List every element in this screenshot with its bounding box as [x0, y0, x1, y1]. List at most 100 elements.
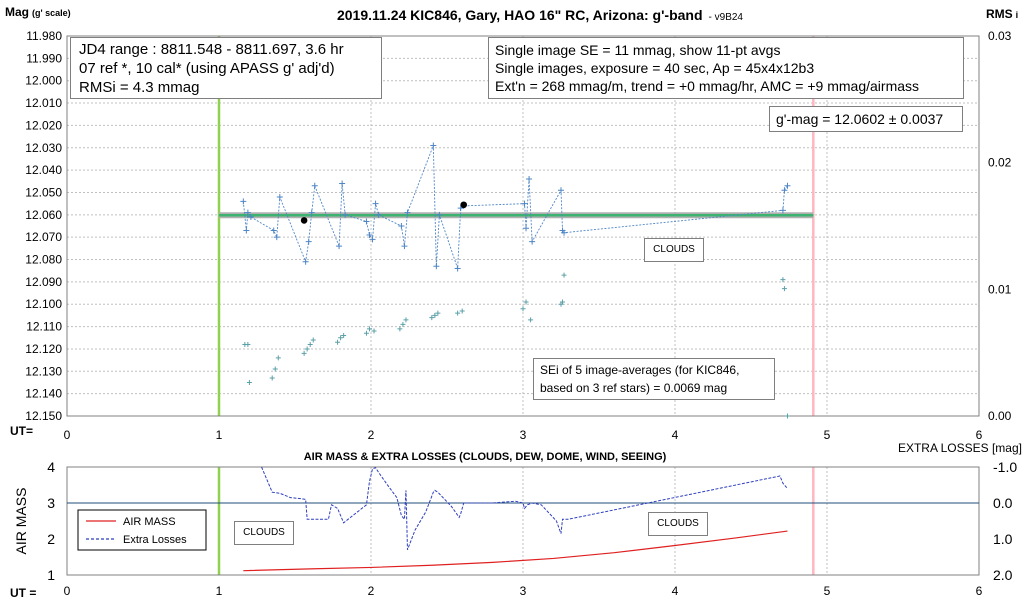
- series-0-point: [404, 209, 411, 216]
- x-axis-label: UT=: [10, 424, 33, 438]
- data-series: [240, 142, 791, 419]
- bottom-x-tick-label: 4: [672, 584, 679, 598]
- series-1-point: [245, 341, 251, 347]
- series-1-point: [432, 312, 438, 318]
- y2-tick-label: 0.02: [988, 156, 1012, 170]
- y-tick-label: 12.060: [25, 208, 62, 222]
- series-1-point: [403, 317, 409, 323]
- bottom-x-tick-label: 3: [520, 584, 527, 598]
- series-0-point: [273, 234, 280, 241]
- series-0-point: [457, 205, 464, 212]
- clouds-label-bottom-left-text: CLOUDS: [243, 527, 285, 538]
- jd-range-text: JD4 range : 8811.548 - 8811.697, 3.6 hr: [79, 41, 344, 58]
- series-1-point: [307, 341, 313, 347]
- bottom-y2-tick-label: 0.0: [993, 495, 1013, 511]
- series-0-point: [398, 223, 405, 229]
- bottom-chart-title: AIR MASS & EXTRA LOSSES (CLOUDS, DEW, DO…: [304, 451, 667, 463]
- airmass-line: [243, 530, 788, 572]
- bottom-y2-axis-label: EXTRA LOSSES [mag]: [898, 441, 1022, 455]
- series-0-point: [561, 229, 568, 236]
- series-1-point: [429, 315, 435, 321]
- series-0-point: [436, 211, 443, 218]
- y-tick-label: 12.130: [25, 364, 62, 378]
- series-0-point: [430, 142, 437, 149]
- bottom-plot-area-frame: [66, 466, 980, 576]
- x-tick-label: 1: [216, 428, 223, 442]
- bottom-y-tick-label: 2: [47, 531, 55, 547]
- series-0-point: [270, 227, 277, 234]
- exposure-text: Single images, exposure = 40 sec, Ap = 4…: [495, 60, 815, 76]
- series-0-point: [308, 209, 315, 216]
- series-0-point: [305, 238, 312, 245]
- y-tick-label: 12.090: [25, 275, 62, 289]
- single-image-se-text: Single image SE = 11 mmag, show 11-pt av…: [495, 42, 781, 58]
- bottom-y2-tick-label: 1.0: [993, 531, 1013, 547]
- series-0-point: [784, 182, 791, 189]
- y-tick-label: 12.120: [25, 342, 62, 356]
- series-1-point: [363, 330, 369, 336]
- y-tick-label: 12.010: [25, 96, 62, 110]
- series-0-point: [243, 227, 250, 234]
- y-tick-label: 12.080: [25, 253, 62, 267]
- rmsi-text: RMSi = 4.3 mmag: [79, 79, 200, 96]
- bottom-y-tick-label: 4: [47, 459, 55, 475]
- y-tick-label: 12.030: [25, 141, 62, 155]
- clouds-label-top: CLOUDS: [644, 238, 704, 262]
- ref-stars-text: 07 ref *, 10 cal* (using APASS g' adj'd): [79, 60, 335, 77]
- series-0-point: [244, 209, 251, 216]
- extra-losses-line: [261, 466, 788, 550]
- bottom-x-tick-label: 0: [64, 584, 71, 598]
- series-0-point: [276, 193, 283, 200]
- x-tick-label: 5: [824, 428, 831, 442]
- series-0-point: [529, 238, 536, 245]
- series-0-point: [369, 236, 376, 243]
- x-tick-label: 3: [520, 428, 527, 442]
- series-1-point: [523, 299, 529, 305]
- info-box-left: JD4 range : 8811.548 - 8811.697, 3.6 hr …: [70, 37, 382, 99]
- legend-frame: [77, 509, 207, 551]
- y-tick-label: 12.020: [25, 118, 62, 132]
- y2-tick-label: 0.00: [988, 409, 1012, 423]
- chart-title: 2019.11.24 KIC846, Gary, HAO 16" RC, Ari…: [337, 7, 743, 23]
- series-0-point: [240, 198, 247, 205]
- y-tick-label: 12.000: [25, 74, 62, 88]
- series-1-point: [780, 277, 786, 283]
- series-0-point: [521, 200, 528, 207]
- series-1-point: [561, 272, 567, 278]
- bottom-y-axis-label: AIR MASS: [13, 488, 29, 555]
- series-0-point: [375, 211, 382, 218]
- airmass-chart: AIR MASS & EXTRA LOSSES (CLOUDS, DEW, DO…: [10, 441, 1022, 600]
- series-0-point: [339, 180, 346, 187]
- series-1-point: [784, 413, 790, 419]
- clouds-label-top-text: CLOUDS: [653, 244, 695, 255]
- x-tick-label: 6: [976, 428, 983, 442]
- x-tick-label: 2: [368, 428, 375, 442]
- series-0-point: [401, 243, 408, 250]
- y2-tick-labels: 0.03 0.02 0.01 0.00: [988, 29, 1012, 423]
- series-1-point: [310, 337, 316, 343]
- bottom-y2-tick-label: -1.0: [993, 459, 1017, 475]
- series-1-point: [335, 339, 341, 345]
- bottom-x-tick-label: 6: [976, 584, 983, 598]
- series-1-point: [275, 355, 281, 361]
- series-1-point: [520, 306, 526, 312]
- x-tick-label: 0: [64, 428, 71, 442]
- y-tick-label: 12.040: [25, 163, 62, 177]
- series-1-point: [272, 366, 278, 372]
- y-axis-label: Mag (g' scale): [5, 5, 71, 19]
- series-1-point: [341, 333, 347, 339]
- series-0-point: [302, 258, 309, 265]
- bottom-y2-tick-label: 2.0: [993, 567, 1013, 583]
- sei-line1: SEi of 5 image-averages (for KIC846,: [540, 363, 740, 377]
- x-tick-labels: 0 1 2 3 4 5 6: [64, 428, 983, 442]
- series-1-point: [528, 317, 534, 323]
- sei-box: SEi of 5 image-averages (for KIC846, bas…: [533, 358, 775, 400]
- series-0-point: [781, 187, 788, 194]
- series-1-point: [366, 326, 372, 332]
- series-1-point: [455, 310, 461, 316]
- bottom-reference-vlines: [217, 467, 815, 575]
- series-1-point: [371, 328, 377, 334]
- y-tick-label: 12.140: [25, 387, 62, 401]
- gmag-box: g'-mag = 12.0602 ± 0.0037: [769, 106, 963, 132]
